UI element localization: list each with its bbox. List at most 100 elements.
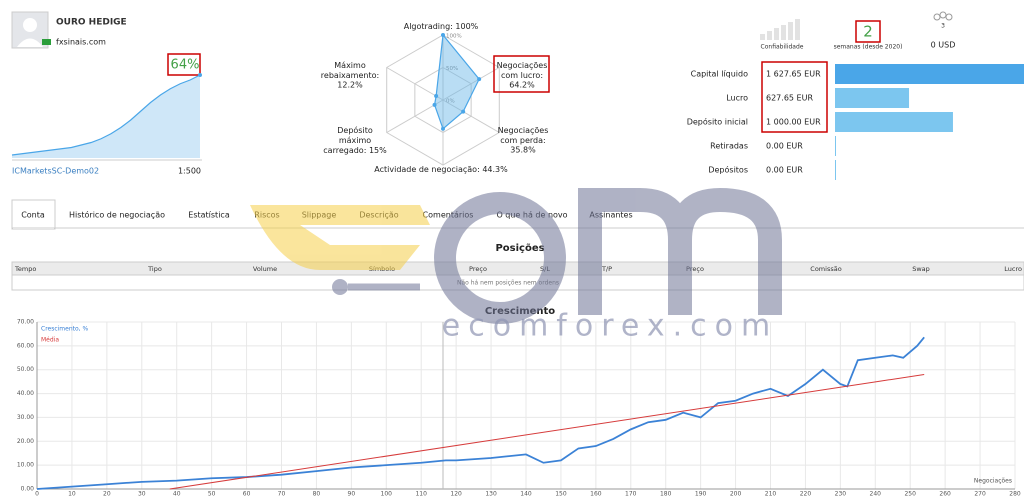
- radar-label: Máximo: [334, 61, 366, 70]
- radar-point: [441, 33, 445, 37]
- radar-label-text: Depósito: [337, 125, 373, 135]
- x-tick-label: 270: [974, 491, 986, 498]
- x-tick-label: 0: [35, 491, 39, 498]
- radar-label-text: Negociações: [498, 126, 549, 135]
- x-tick-label: 100: [381, 491, 393, 498]
- column-header: Tempo: [14, 265, 36, 273]
- avatar-body: [17, 38, 43, 47]
- stat-label: Capital líquido: [691, 70, 748, 79]
- stat-bar: [835, 136, 836, 156]
- radar-point: [441, 126, 445, 131]
- legend-entry: Média: [41, 337, 59, 344]
- radar-label-text: Máximo: [334, 61, 366, 70]
- signal-name[interactable]: OURO HEDIGE: [56, 18, 127, 28]
- radar-value: 100%: [455, 22, 478, 31]
- radar-value: 12.2%: [337, 81, 363, 90]
- x-axis-label: Negociações: [974, 478, 1012, 485]
- x-tick-label: 50: [208, 491, 216, 498]
- y-tick-label: 10.00: [17, 462, 34, 469]
- x-tick-label: 130: [485, 491, 497, 498]
- radar-label: rebaixamento:: [321, 71, 379, 80]
- x-tick-label: 20: [103, 491, 111, 498]
- radar-tick-label: 50%: [446, 66, 458, 72]
- tab[interactable]: Estatística: [188, 211, 230, 220]
- x-tick-label: 70: [278, 491, 286, 498]
- radar-label: carregado: 15%: [323, 146, 387, 155]
- stat-label: Retiradas: [710, 142, 748, 151]
- series-line: [36, 336, 925, 490]
- stat-bar: [835, 112, 953, 132]
- x-tick-label: 120: [450, 491, 462, 498]
- x-tick-label: 190: [695, 491, 707, 498]
- leverage: 1:500: [178, 167, 201, 176]
- x-tick-label: 30: [138, 491, 146, 498]
- radar-label-text: máximo: [339, 136, 371, 145]
- radar-label: Depósito: [337, 125, 373, 135]
- radar-point: [477, 77, 482, 82]
- radar-value: 15%: [369, 146, 387, 155]
- y-tick-label: 20.00: [17, 438, 34, 445]
- stat-value: 1 627.65 EUR: [766, 70, 821, 79]
- x-tick-label: 150: [555, 491, 567, 498]
- flag: [42, 39, 51, 45]
- x-tick-label: 280: [1009, 491, 1021, 498]
- radar-point: [434, 94, 439, 99]
- radar-label: Negociações: [498, 126, 549, 135]
- x-tick-label: 10: [68, 491, 76, 498]
- highlight-box: [493, 55, 550, 93]
- stat-bar: [835, 88, 910, 108]
- y-tick-label: 30.00: [17, 414, 34, 421]
- x-tick-label: 170: [625, 491, 637, 498]
- stat-bar: [835, 160, 836, 180]
- server[interactable]: ICMarketsSC-Demo02: [12, 167, 99, 176]
- legend-entry: Crescimento, %: [41, 326, 88, 333]
- radar-label: Algotrading: 100%: [404, 22, 479, 31]
- funds: 0 USD: [931, 41, 956, 50]
- highlight-box: [167, 53, 201, 76]
- tab-active: [11, 199, 56, 230]
- subscribers-icon: [933, 11, 953, 21]
- radar-label-text: Actividade de negociação:: [374, 165, 480, 174]
- radar-point: [432, 102, 437, 107]
- weeks-label: semanas (desde 2020): [834, 44, 903, 51]
- x-tick-label: 160: [590, 491, 602, 498]
- stats: Capital líquido 1 627.65 EUR Lucro 627.65 E…: [687, 64, 1024, 180]
- radar-area: [433, 33, 480, 130]
- site: fxsinais.com: [56, 38, 106, 47]
- growth-label: 64%: [171, 58, 200, 73]
- watermark-logo: [250, 187, 782, 324]
- series-line: [169, 373, 925, 490]
- radar-label-text: rebaixamento:: [321, 71, 379, 80]
- x-tick-label: 40: [173, 491, 181, 498]
- radar-label: Actividade de negociação: 44.3%: [374, 165, 508, 174]
- tab[interactable]: Conta: [21, 211, 45, 220]
- radar-value: 64.2%: [509, 81, 535, 90]
- radar-axis: [442, 99, 500, 133]
- tab[interactable]: Comentários: [423, 211, 474, 220]
- sparkline-line: [11, 74, 201, 156]
- sparkline-end: [198, 73, 202, 77]
- reliability-label: Confiabilidade: [761, 44, 804, 51]
- radar-label: Negociações: [497, 61, 548, 70]
- x-tick-label: 60: [243, 491, 251, 498]
- y-tick-label: 60.00: [17, 342, 34, 349]
- empty-message: Não há nem posições nem ordens: [457, 280, 559, 287]
- positions-title: Posições: [495, 243, 544, 254]
- x-tick-label: 200: [730, 491, 742, 498]
- watermark: ecomforex.com: [442, 309, 778, 344]
- column-header: Tipo: [147, 265, 162, 273]
- tab[interactable]: Assinantes: [589, 211, 632, 220]
- growth-chart: Crescimento0.0010.0020.0030.0040.0050.00…: [17, 306, 1021, 498]
- x-tick-label: 260: [939, 491, 951, 498]
- radar-axis: [386, 67, 444, 101]
- highlight-box: [855, 20, 881, 43]
- column-header: Swap: [912, 265, 930, 273]
- tab[interactable]: Histórico de negociação: [69, 210, 165, 220]
- radar-label: com perda:: [500, 136, 545, 145]
- y-tick-label: 0.00: [21, 486, 35, 493]
- stat-label: Lucro: [726, 94, 748, 103]
- radar-value: 35.8%: [510, 146, 536, 155]
- y-tick-label: 70.00: [17, 319, 34, 326]
- x-tick-label: 220: [800, 491, 812, 498]
